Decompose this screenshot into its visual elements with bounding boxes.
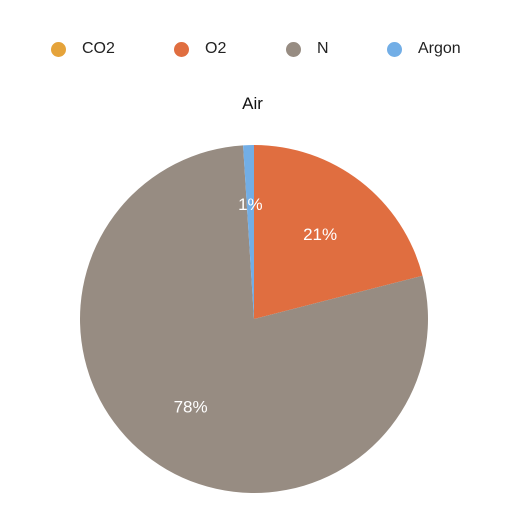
- legend-swatch-co2: [51, 41, 66, 57]
- pie-slice-o2[interactable]: [254, 145, 423, 319]
- legend-label-argon: Argon: [418, 40, 461, 57]
- chart-legend: CO2 O2 N Argon: [0, 37, 505, 61]
- chart-title: Air: [242, 94, 263, 113]
- legend-label-o2: O2: [205, 40, 227, 57]
- legend-swatch-argon: [387, 41, 402, 57]
- legend-item-o2[interactable]: O2: [174, 37, 226, 61]
- slice-label-argon: 1%: [238, 195, 263, 214]
- legend-item-n[interactable]: N: [286, 37, 329, 61]
- pie-slice-argon[interactable]: [243, 145, 254, 319]
- pie-slice-n[interactable]: [80, 145, 429, 493]
- slice-label-n: 78%: [174, 397, 208, 416]
- legend-label-co2: CO2: [82, 40, 115, 57]
- legend-item-co2[interactable]: CO2: [51, 37, 115, 61]
- legend-swatch-o2: [174, 41, 189, 57]
- legend-label-n: N: [317, 40, 329, 57]
- legend-swatch-n: [286, 41, 301, 57]
- legend-item-argon[interactable]: Argon: [387, 37, 461, 61]
- slice-label-o2: 21%: [303, 225, 337, 244]
